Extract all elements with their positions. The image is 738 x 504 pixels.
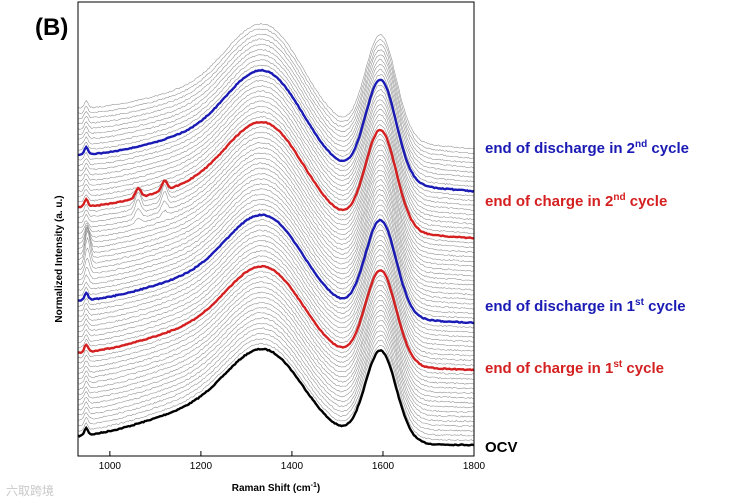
spectrum-line-ocv: [78, 347, 474, 447]
spectrum-line: [78, 224, 474, 333]
x-tick-label: 1000: [99, 461, 122, 472]
spectrum-line: [78, 312, 474, 414]
x-tick-label: 1200: [190, 461, 213, 472]
spectrum-line: [78, 115, 474, 235]
spectrum-line: [78, 95, 474, 216]
panel-label: (B): [35, 14, 69, 41]
annotation-discharge-2nd-cycle: end of discharge in 2nd cycle: [485, 139, 689, 157]
annotation-charge-2nd-cycle: end of charge in 2nd cycle: [485, 192, 668, 210]
x-axis-title: Raman Shift (cm-1): [232, 482, 320, 494]
spectrum-line: [78, 307, 474, 409]
spectrum-line: [78, 106, 474, 225]
spectrum-line: [78, 229, 474, 338]
spectrum-line: [78, 162, 474, 277]
spectrum-line: [78, 327, 474, 427]
spectrum-line: [78, 250, 474, 357]
spectrum-line: [78, 167, 474, 282]
spectrum-line: [78, 302, 474, 404]
watermark-text: 六取跨境: [6, 484, 55, 498]
annotation-discharge-1st-cycle: end of discharge in 1st cycle: [485, 297, 686, 315]
spectrum-line: [78, 332, 474, 432]
spectrum-line: [78, 178, 474, 291]
spectrum-line: [78, 38, 474, 164]
spectrum-line: [78, 146, 474, 263]
spectrum-line: [78, 33, 474, 159]
spectrum-line: [78, 64, 474, 187]
spectrum-line: [78, 203, 474, 315]
spectrum-line: [78, 28, 474, 155]
x-tick-label: 1400: [281, 461, 304, 472]
spectrum-line: [78, 141, 474, 258]
spectrum-line: [78, 54, 474, 178]
spectrum-line: [78, 74, 474, 197]
spectrum-line: [78, 173, 474, 286]
spectrum-line: [78, 79, 474, 202]
spectrum-line: [78, 209, 474, 319]
spectrum-line-end-of-discharge-in-1st-cycle: [78, 213, 474, 325]
spectrum-line-end-of-discharge-in-2nd-cycle: [78, 68, 474, 193]
spectrum-line: [78, 59, 474, 183]
spectrum-line: [78, 270, 474, 375]
spectrum-line: [78, 317, 474, 418]
spectrum-line: [78, 260, 474, 366]
spectrum-line: [78, 131, 474, 249]
spectrum-line: [78, 90, 474, 211]
spectrum-line: [78, 183, 474, 296]
spectrum-line: [78, 126, 474, 244]
spectrum-line: [78, 188, 474, 301]
spectrum-line: [78, 100, 474, 221]
spectrum-line: [78, 22, 474, 150]
spectrum-line-end-of-charge-in-2nd-cycle: [78, 120, 474, 240]
spectra-group: [78, 22, 474, 447]
x-tick-label: 1600: [372, 461, 395, 472]
spectrum-line: [78, 136, 474, 253]
spectrum-line: [78, 296, 474, 399]
spectrum-line: [78, 338, 474, 437]
spectrum-line: [78, 234, 474, 343]
spectrum-line: [78, 48, 474, 174]
x-axis: 1000 1200 1400 1600 1800: [99, 451, 486, 472]
plot-frame: [77, 1, 475, 457]
spectrum-line: [78, 286, 474, 390]
annotation-charge-1st-cycle: end of charge in 1st cycle: [485, 359, 664, 377]
spectrum-line: [78, 157, 474, 272]
spectrum-line: [78, 342, 474, 442]
spectrum-line: [78, 291, 474, 395]
spectrum-line: [78, 43, 474, 169]
spectrum-line: [78, 276, 474, 380]
spectrum-line: [78, 152, 474, 267]
spectrum-line-end-of-charge-in-1st-cycle: [78, 264, 474, 372]
spectrum-line: [78, 193, 474, 305]
annotation-ocv: OCV: [485, 439, 518, 456]
spectrum-line: [78, 111, 474, 230]
spectrum-line: [78, 322, 474, 423]
spectrum-line: [78, 255, 474, 362]
x-tick-label: 1800: [463, 461, 486, 472]
spectrum-line: [78, 85, 474, 206]
spectrum-line: [78, 245, 474, 352]
spectrum-line: [78, 281, 474, 385]
spectrum-line: [78, 198, 474, 310]
spectrum-line: [78, 219, 474, 329]
y-axis-title: Normalized Intensity (a. u.): [54, 195, 65, 322]
spectrum-line: [78, 240, 474, 348]
